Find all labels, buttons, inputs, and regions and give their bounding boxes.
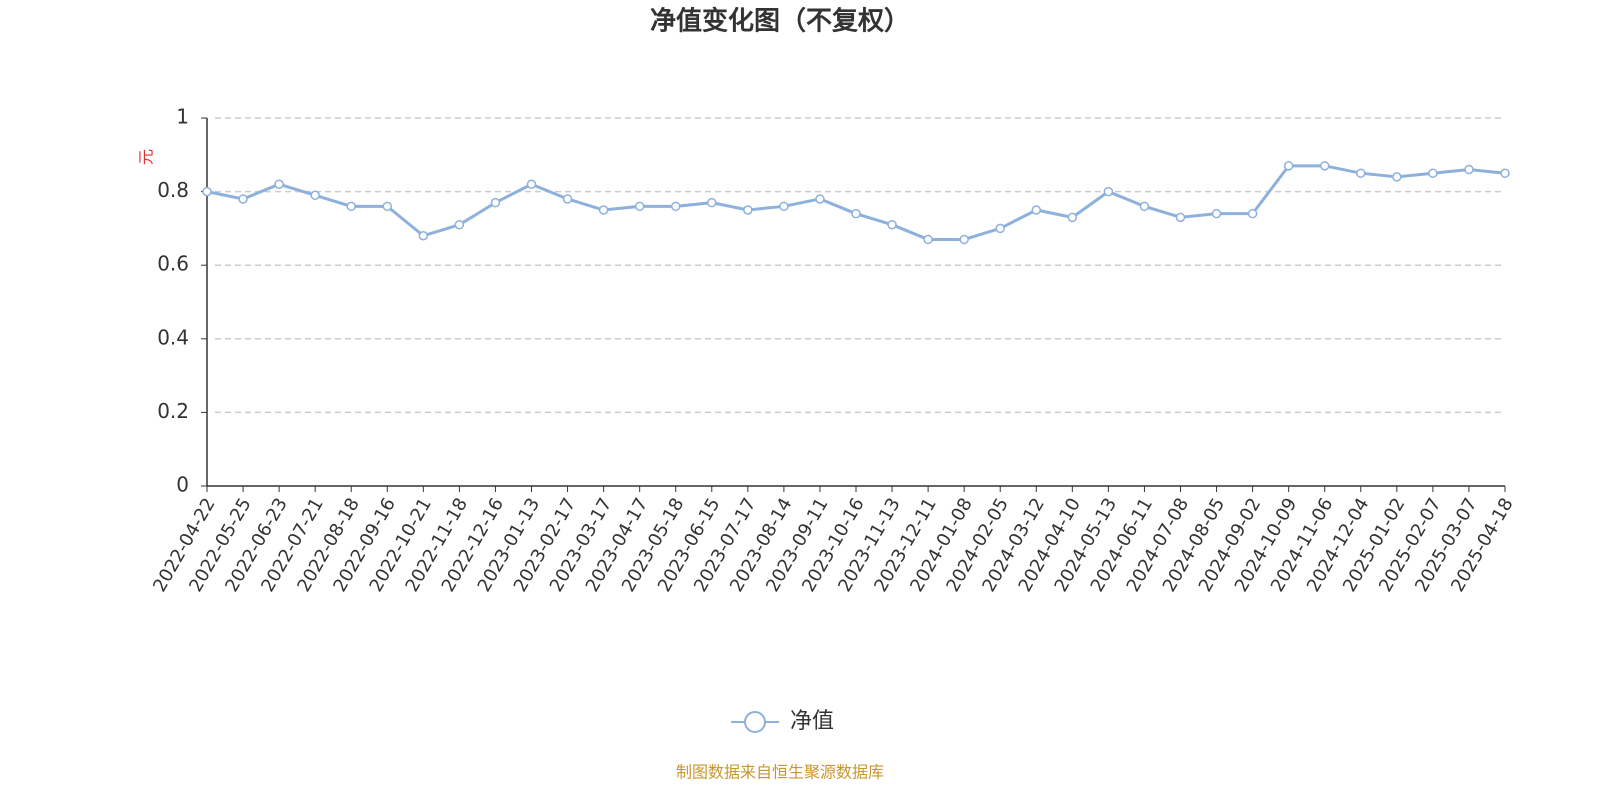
point [1175,212,1186,223]
y-axis-label: 元 [137,149,156,165]
y-tick-label: 1 [176,105,189,129]
point [490,197,501,208]
legend-marker [744,711,766,733]
legend-label: 净值 [790,709,834,734]
point [1067,212,1078,223]
point [1031,205,1042,215]
point [346,201,356,212]
point [526,179,537,189]
point [1247,208,1258,219]
point [1319,161,1330,171]
point [634,201,645,212]
point [1464,164,1474,175]
y-tick-label: 0.2 [157,399,189,423]
point [743,205,753,215]
point [887,219,897,230]
point [1356,168,1366,178]
point [959,234,969,245]
point [562,194,573,204]
point [815,194,825,204]
source-note: 制图数据来自恒生聚源数据库 [676,763,884,782]
point [1392,172,1402,182]
point [598,205,609,215]
point [274,179,284,189]
point [1103,186,1114,197]
point [670,201,681,212]
point [454,219,465,230]
point [851,208,861,219]
chart-title: 净值变化图（不复权） [650,6,910,37]
point [1283,161,1294,171]
point [707,197,717,208]
y-tick-label: 0.6 [157,252,189,276]
point [779,201,789,212]
point [238,194,248,204]
point [418,231,429,241]
point [310,190,320,201]
point [1211,208,1222,219]
y-tick-label: 0.8 [157,178,189,202]
point [1139,201,1150,212]
point [382,201,393,212]
series-line [206,164,1506,241]
point [995,223,1005,234]
point [1428,168,1438,178]
point [202,186,212,197]
y-tick-label: 0.4 [157,325,189,349]
y-tick-label: 0 [176,473,189,497]
point [1500,168,1510,178]
point [923,234,933,245]
